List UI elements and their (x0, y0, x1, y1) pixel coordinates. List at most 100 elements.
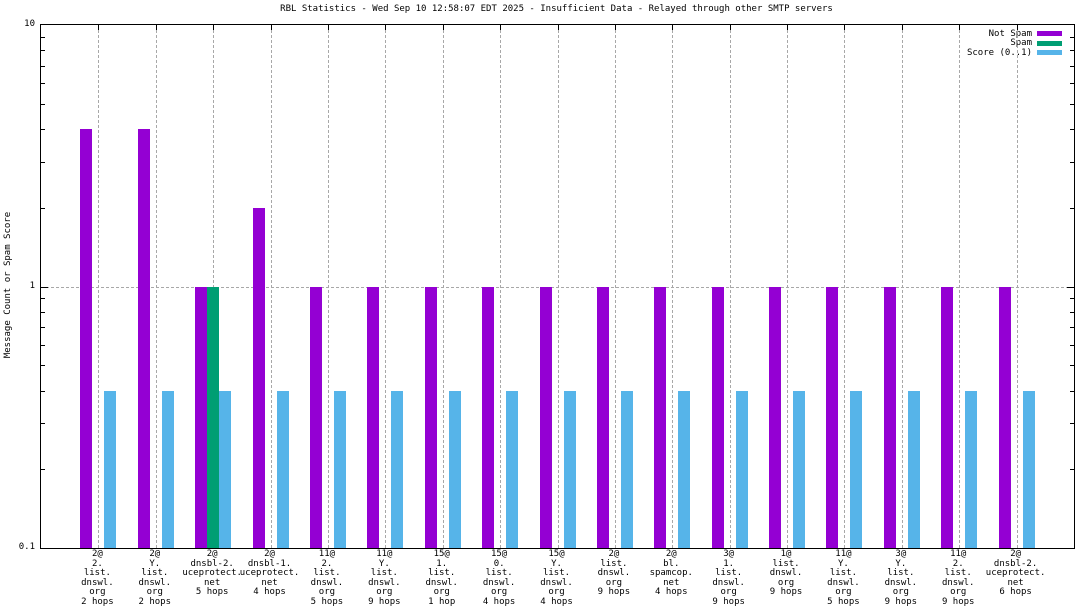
bar-not-spam (309, 286, 322, 548)
x-tick-label: 11@ Y. list. dnswl. org 9 hops (338, 549, 430, 608)
x-tick-label-line: 5 hops (195, 587, 229, 598)
bar-not-spam (367, 286, 380, 548)
x-tick-label-line: list. (428, 568, 456, 579)
y-minor-tick (1070, 311, 1074, 313)
y-minor-tick (1070, 390, 1074, 392)
x-tick-label-line: list. (829, 568, 857, 579)
bar-score (276, 390, 289, 548)
x-tick-label-line: 2 hops (81, 596, 114, 607)
x-tick-label-line: dnswl. (769, 568, 803, 579)
bar-score (1022, 390, 1035, 548)
bar-spam (207, 286, 220, 548)
y-minor-tick (1070, 103, 1074, 105)
y-minor-tick (41, 103, 45, 105)
x-tick-label-line: 2@ (91, 549, 103, 559)
y-minor-tick (41, 207, 45, 209)
bar-not-spam (137, 129, 150, 548)
x-tick-label-line: uceprotect. (182, 568, 242, 579)
x-tick-label-line: dnswl. (368, 577, 401, 588)
x-tick-label-line: org (89, 587, 106, 598)
gridline-y-1 (41, 286, 1074, 288)
y-minor-tick (1070, 129, 1074, 131)
x-tick-label-line: Y. (149, 558, 161, 569)
y-minor-tick (41, 344, 45, 346)
legend-label: Not Spam (988, 28, 1032, 39)
x-tick-label-line: 11@ (318, 549, 336, 559)
x-tick-label-line: 1. (436, 558, 448, 569)
x-tick-label-line: org (605, 577, 622, 588)
x-tick-label-line: 5 hops (310, 596, 344, 607)
y-minor-tick (41, 469, 45, 471)
x-tick-label-line: org (892, 587, 909, 598)
bar-not-spam (252, 207, 265, 548)
y-minor-tick (1070, 161, 1074, 163)
bar-not-spam (883, 286, 896, 548)
bar-not-spam (80, 129, 93, 548)
x-tick-label-line: 9 hops (769, 587, 803, 598)
bar-score (391, 390, 404, 548)
x-tick-mark-top (213, 25, 215, 30)
y-minor-tick (41, 298, 45, 300)
legend-swatch (1037, 40, 1062, 46)
y-minor-tick (1070, 207, 1074, 209)
x-tick-label-line: 2@ (1010, 549, 1022, 559)
x-tick-mark-top (1016, 25, 1018, 30)
x-tick-mark-top (500, 25, 502, 30)
x-tick-label-line: list. (715, 568, 743, 579)
x-tick-mark-top (844, 25, 846, 30)
x-tick-label-line: org (950, 587, 967, 598)
y-minor-tick (41, 390, 45, 392)
x-tick-mark-top (98, 25, 100, 30)
x-tick-label-line: list. (141, 568, 169, 579)
x-tick-label-line: org (146, 587, 163, 598)
x-tick-label-line: dnswl. (884, 577, 918, 588)
x-tick-label-line: 2@ (608, 549, 620, 559)
y-tick-label: 1 (29, 280, 35, 291)
x-tick-label-line: dnswl. (138, 577, 172, 588)
x-tick-label-line: Y. (378, 558, 390, 569)
x-tick-label-line: net (1007, 577, 1024, 588)
bar-score (850, 390, 863, 548)
bar-score (735, 390, 748, 548)
plot-area: Not Spam Spam Score (0..1) (40, 24, 1075, 549)
x-tick-mark-top (672, 25, 674, 30)
bar-score (219, 390, 232, 548)
bar-not-spam (654, 286, 667, 548)
x-tick-label-line: list. (83, 568, 111, 579)
x-tick-label-line: org (433, 587, 450, 598)
x-tick-label-line: org (490, 587, 508, 598)
x-tick-label-line: dnswl. (425, 577, 458, 588)
x-tick-label: 15@ Y. list. dnswl. org 4 hops (511, 549, 603, 608)
x-tick-label-line: 4 hops (253, 587, 286, 598)
x-tick-label-line: dnswl. (712, 577, 745, 588)
y-minor-tick (41, 129, 45, 131)
x-tick-label-line: 2@ (665, 549, 677, 559)
x-tick-mark-top (729, 25, 731, 30)
y-minor-tick (1070, 50, 1074, 52)
y-minor-tick (1070, 36, 1074, 38)
legend-row: Not Spam (967, 29, 1062, 39)
legend: Not Spam Spam Score (0..1) (967, 29, 1062, 58)
chart-title: RBL Statistics - Wed Sep 10 12:58:07 EDT… (280, 4, 833, 14)
x-tick-mark-top (385, 25, 387, 30)
y-minor-tick (41, 423, 45, 425)
bar-not-spam (596, 286, 609, 548)
x-tick-label: 3@ Y. list. dnswl. org 9 hops (855, 549, 947, 608)
y-minor-tick (41, 50, 45, 52)
x-tick-label-line: uceprotect. (985, 568, 1046, 579)
x-tick-label-line: 6 hops (999, 587, 1032, 598)
x-tick-label-line: Y. (895, 558, 907, 569)
x-tick-label-line: net (663, 577, 680, 588)
legend-label: Score (0..1) (966, 47, 1032, 58)
x-tick-label-line: org (548, 587, 565, 598)
x-tick-mark-top (787, 25, 789, 30)
x-tick-label: 15@ 1. list. dnswl. org 1 hop (396, 549, 488, 608)
bar-score (448, 390, 461, 548)
x-tick-label: 2@ list. dnswl. org 9 hops (568, 549, 660, 598)
y-minor-tick (1070, 365, 1074, 367)
x-tick-label: 11@ 2. list. dnswl. org 9 hops (912, 549, 1004, 608)
y-minor-tick (41, 365, 45, 367)
y-minor-tick (41, 311, 45, 313)
x-tick-mark-top (557, 25, 559, 30)
x-tick-label-line: 0. (493, 558, 505, 569)
